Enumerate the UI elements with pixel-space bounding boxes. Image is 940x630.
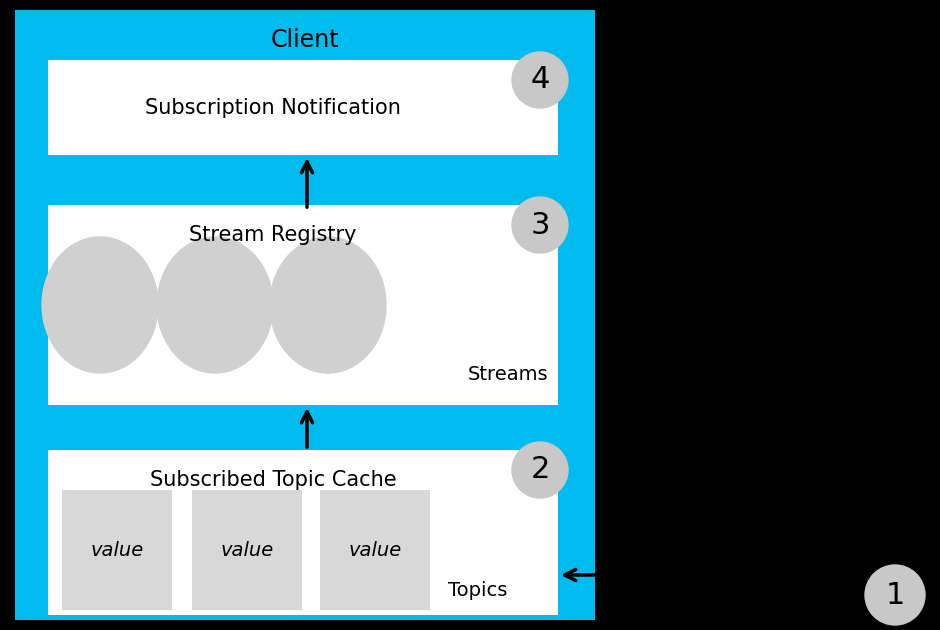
Text: Subscribed Topic Cache: Subscribed Topic Cache [149,470,397,490]
Text: Topics: Topics [448,580,508,600]
Text: value: value [220,541,274,559]
Bar [48,450,558,615]
Bar [48,205,558,405]
Text: 1: 1 [885,580,904,609]
Bar [192,490,302,610]
Text: Stream Registry: Stream Registry [189,225,357,245]
Text: value: value [90,541,144,559]
Text: 2: 2 [530,455,550,484]
Ellipse shape [512,52,568,108]
Text: 3: 3 [530,210,550,239]
Ellipse shape [512,197,568,253]
Text: 4: 4 [530,66,550,94]
Text: value: value [349,541,401,559]
Bar [62,490,172,610]
Ellipse shape [512,442,568,498]
Ellipse shape [270,237,386,373]
Text: Subscription Notification: Subscription Notification [145,98,401,118]
Bar [48,60,558,155]
Text: Client: Client [271,28,339,52]
Circle shape [865,565,925,625]
Bar [320,490,430,610]
Text: Streams: Streams [468,365,548,384]
Ellipse shape [42,237,158,373]
Ellipse shape [157,237,273,373]
Bar [15,10,595,620]
